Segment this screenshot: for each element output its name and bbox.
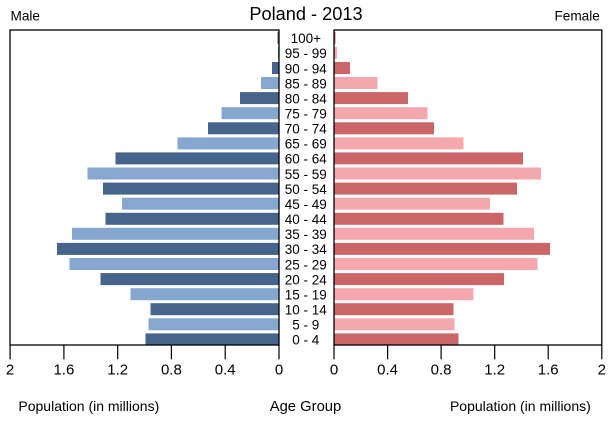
- svg-text:1.6: 1.6: [538, 362, 559, 379]
- svg-text:Male: Male: [11, 9, 40, 24]
- svg-text:80 - 84: 80 - 84: [285, 91, 328, 106]
- svg-text:65 - 69: 65 - 69: [285, 137, 327, 152]
- svg-text:0.8: 0.8: [161, 362, 182, 379]
- svg-text:1.2: 1.2: [484, 362, 505, 379]
- svg-text:0: 0: [275, 362, 283, 379]
- svg-text:5 - 9: 5 - 9: [292, 318, 319, 333]
- svg-text:75 - 79: 75 - 79: [285, 107, 327, 122]
- svg-text:0 - 4: 0 - 4: [292, 333, 320, 348]
- svg-text:100+: 100+: [291, 31, 322, 46]
- svg-text:Female: Female: [554, 9, 599, 24]
- svg-text:55 - 59: 55 - 59: [285, 167, 327, 182]
- svg-text:40 - 44: 40 - 44: [285, 212, 328, 227]
- svg-text:60 - 64: 60 - 64: [285, 152, 328, 167]
- svg-text:1.2: 1.2: [107, 362, 128, 379]
- svg-text:45 - 49: 45 - 49: [285, 197, 327, 212]
- svg-text:95 - 99: 95 - 99: [285, 46, 327, 61]
- svg-text:90 - 94: 90 - 94: [285, 61, 328, 76]
- svg-text:0.4: 0.4: [215, 362, 236, 379]
- svg-text:Population (in millions): Population (in millions): [450, 398, 591, 414]
- svg-text:Population (in millions): Population (in millions): [18, 398, 159, 414]
- svg-text:30 - 34: 30 - 34: [285, 242, 328, 257]
- svg-text:0.8: 0.8: [431, 362, 452, 379]
- svg-text:Age Group: Age Group: [270, 399, 342, 415]
- svg-text:Poland - 2013: Poland - 2013: [249, 4, 362, 24]
- svg-text:0.4: 0.4: [377, 362, 398, 379]
- svg-text:85 - 89: 85 - 89: [285, 76, 327, 91]
- svg-text:20 - 24: 20 - 24: [285, 272, 328, 287]
- svg-text:15 - 19: 15 - 19: [285, 288, 327, 303]
- svg-text:2: 2: [598, 362, 606, 379]
- svg-text:0: 0: [330, 362, 338, 379]
- svg-text:70 - 74: 70 - 74: [285, 122, 328, 137]
- svg-text:35 - 39: 35 - 39: [285, 227, 327, 242]
- svg-text:50 - 54: 50 - 54: [285, 182, 328, 197]
- svg-text:10 - 14: 10 - 14: [285, 303, 328, 318]
- svg-text:25 - 29: 25 - 29: [285, 257, 327, 272]
- svg-text:1.6: 1.6: [53, 362, 74, 379]
- svg-text:2: 2: [6, 362, 14, 379]
